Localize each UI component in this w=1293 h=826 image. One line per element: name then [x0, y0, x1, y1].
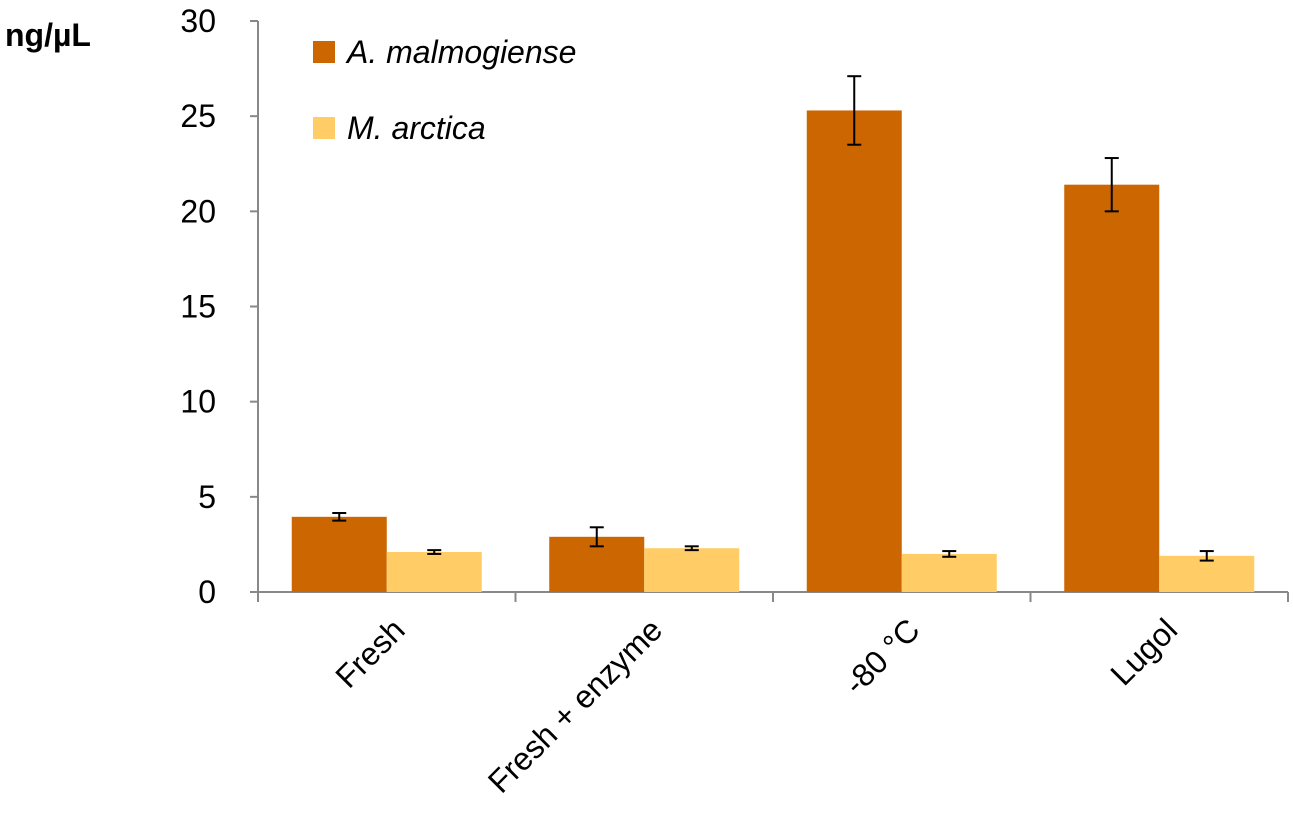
error-bar: [1104, 157, 1119, 213]
y-tick-label: 30: [180, 3, 216, 39]
error-bar: [589, 526, 604, 548]
error-bar: [684, 545, 699, 552]
y-axis-label: ng/µL: [5, 17, 91, 53]
bar: [644, 548, 740, 592]
error-bar: [847, 75, 862, 146]
y-tick-label: 5: [198, 479, 216, 515]
x-tick-label: Fresh: [328, 611, 411, 694]
error-bar: [942, 550, 957, 558]
legend-label: M. arctica: [347, 110, 486, 146]
x-tick-label: Lugol: [1103, 611, 1184, 692]
legend-swatch: [313, 41, 335, 63]
bar: [1064, 184, 1160, 593]
y-tick-label: 10: [180, 384, 216, 420]
bar: [386, 552, 482, 592]
legend-swatch: [313, 117, 335, 139]
error-bar: [332, 512, 347, 522]
bar: [291, 516, 387, 592]
bar: [1159, 555, 1255, 592]
bar: [806, 110, 902, 592]
y-tick-label: 20: [180, 193, 216, 229]
error-bar: [1199, 550, 1214, 562]
y-tick-label: 25: [180, 98, 216, 134]
error-bar: [427, 549, 442, 555]
x-tick-label: -80 °C: [837, 611, 927, 701]
x-tick-label: Fresh + enzyme: [481, 611, 669, 799]
y-tick-label: 0: [198, 574, 216, 610]
y-tick-label: 15: [180, 289, 216, 325]
bar: [901, 553, 997, 592]
legend-label: A. malmogiense: [345, 34, 576, 70]
